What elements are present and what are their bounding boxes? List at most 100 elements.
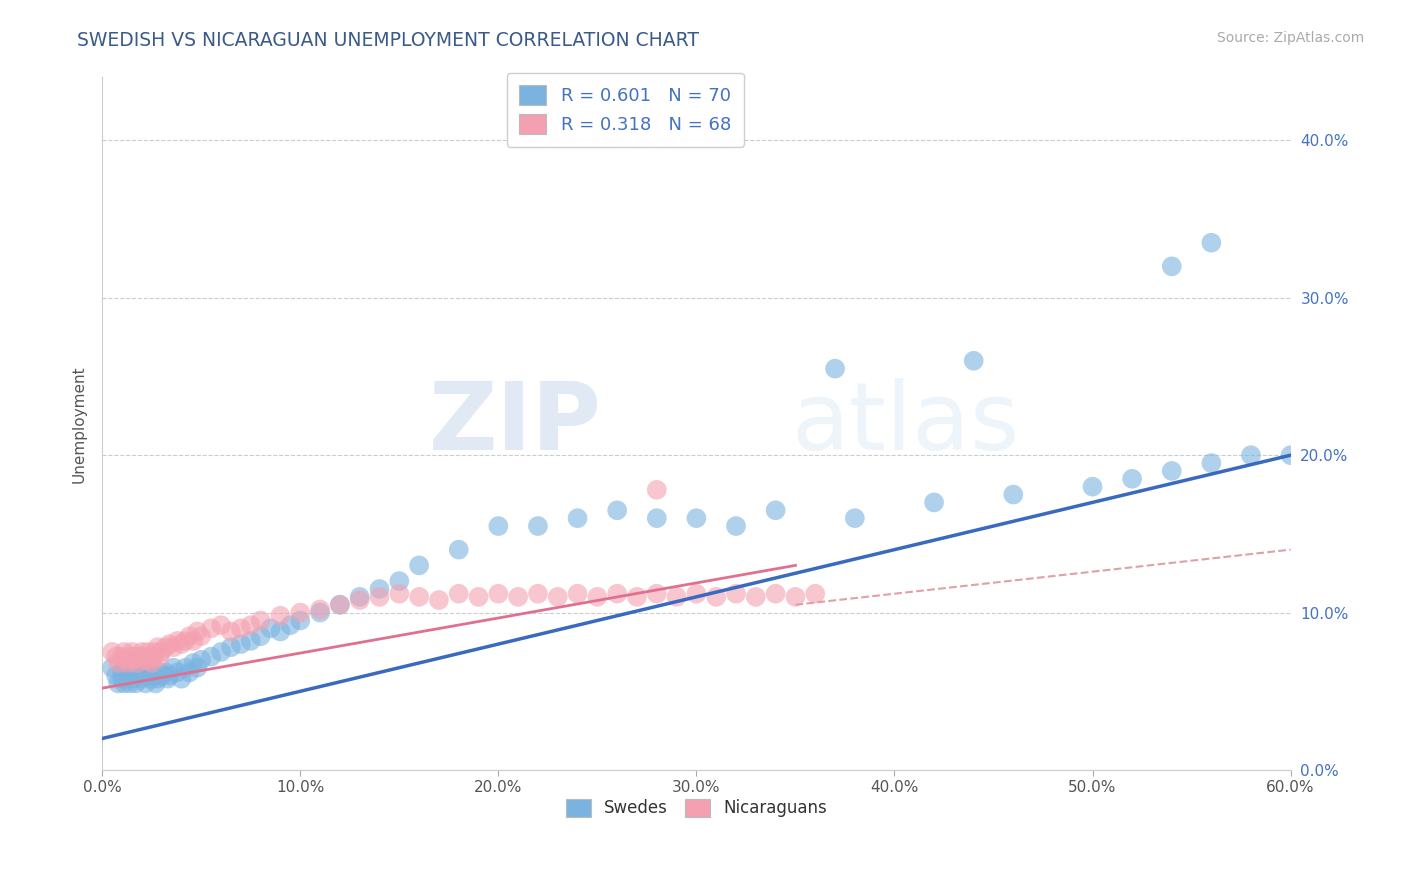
Point — [239, 618, 262, 632]
Point — [136, 668, 159, 682]
Point — [111, 649, 134, 664]
Point — [128, 664, 150, 678]
Point — [117, 668, 139, 682]
Point — [127, 668, 149, 682]
Point — [107, 676, 129, 690]
Point — [665, 590, 688, 604]
Point — [309, 606, 332, 620]
Point — [142, 649, 165, 664]
Point — [785, 590, 807, 604]
Point — [122, 672, 145, 686]
Point — [1002, 487, 1025, 501]
Point — [145, 676, 167, 690]
Point — [368, 582, 391, 596]
Point — [111, 672, 134, 686]
Point — [141, 672, 163, 686]
Point — [166, 665, 188, 680]
Point — [219, 624, 242, 639]
Point — [112, 645, 135, 659]
Point — [724, 519, 747, 533]
Point — [125, 676, 148, 690]
Point — [1201, 235, 1223, 250]
Point — [486, 587, 509, 601]
Point — [127, 656, 149, 670]
Point — [329, 598, 352, 612]
Point — [290, 606, 312, 620]
Point — [922, 495, 945, 509]
Point — [724, 587, 747, 601]
Point — [174, 634, 197, 648]
Point — [111, 665, 134, 680]
Point — [704, 590, 727, 604]
Point — [118, 649, 141, 664]
Point — [309, 602, 332, 616]
Point — [159, 637, 181, 651]
Point — [388, 587, 411, 601]
Text: SWEDISH VS NICARAGUAN UNEMPLOYMENT CORRELATION CHART: SWEDISH VS NICARAGUAN UNEMPLOYMENT CORRE… — [77, 31, 699, 50]
Point — [107, 656, 129, 670]
Point — [162, 661, 184, 675]
Point — [156, 672, 179, 686]
Point — [209, 645, 232, 659]
Point — [135, 649, 157, 664]
Point — [1121, 472, 1143, 486]
Point — [447, 587, 470, 601]
Point — [181, 656, 204, 670]
Point — [139, 653, 162, 667]
Point — [467, 590, 489, 604]
Point — [131, 645, 153, 659]
Point — [567, 511, 589, 525]
Point — [200, 621, 222, 635]
Point — [645, 587, 668, 601]
Point — [135, 676, 157, 690]
Point — [155, 640, 177, 655]
Point — [606, 503, 628, 517]
Point — [259, 621, 281, 635]
Point — [645, 511, 668, 525]
Point — [179, 665, 201, 680]
Point — [626, 590, 648, 604]
Point — [1279, 448, 1302, 462]
Point — [765, 503, 787, 517]
Point — [174, 661, 197, 675]
Point — [804, 587, 827, 601]
Point — [229, 637, 252, 651]
Point — [131, 672, 153, 686]
Point — [963, 353, 986, 368]
Point — [824, 361, 846, 376]
Point — [329, 598, 352, 612]
Point — [142, 668, 165, 682]
Point — [121, 665, 143, 680]
Point — [486, 519, 509, 533]
Point — [1160, 260, 1182, 274]
Point — [166, 634, 188, 648]
Point — [125, 649, 148, 664]
Point — [280, 618, 302, 632]
Point — [290, 614, 312, 628]
Point — [408, 590, 430, 604]
Point — [586, 590, 609, 604]
Point — [132, 653, 155, 667]
Point — [190, 629, 212, 643]
Point — [181, 634, 204, 648]
Point — [368, 590, 391, 604]
Point — [209, 618, 232, 632]
Point — [1201, 456, 1223, 470]
Point — [179, 629, 201, 643]
Point — [239, 634, 262, 648]
Point — [170, 672, 193, 686]
Point — [645, 483, 668, 497]
Point — [146, 640, 169, 655]
Point — [269, 624, 291, 639]
Point — [118, 676, 141, 690]
Point — [765, 587, 787, 601]
Point — [186, 661, 208, 675]
Point — [101, 661, 124, 675]
Point — [159, 668, 181, 682]
Point — [186, 624, 208, 639]
Point — [146, 672, 169, 686]
Point — [139, 665, 162, 680]
Text: ZIP: ZIP — [429, 377, 602, 470]
Point — [685, 511, 707, 525]
Point — [112, 676, 135, 690]
